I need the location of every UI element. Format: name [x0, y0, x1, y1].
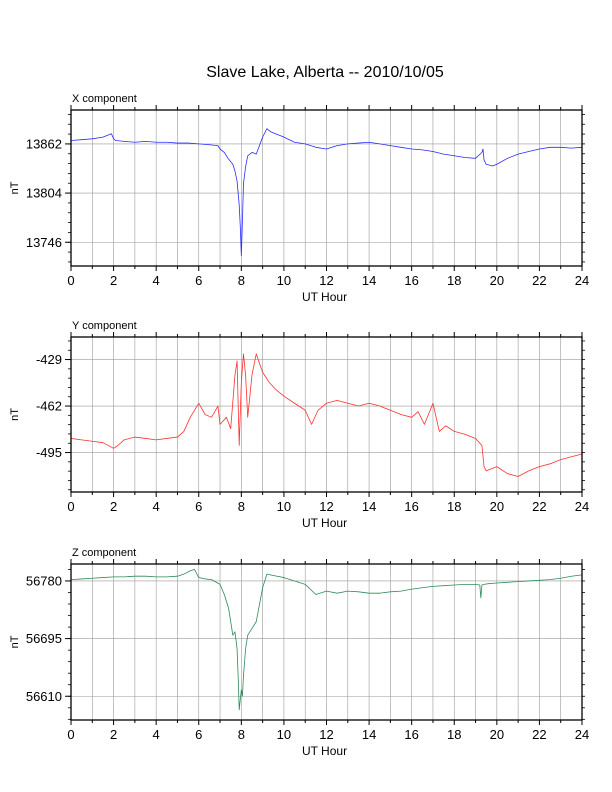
x-tick-label: 22	[532, 273, 546, 288]
y-tick-label: 13804	[26, 186, 62, 201]
data-series-line	[70, 569, 583, 711]
x-tick-label: 22	[532, 499, 546, 514]
panel-label: Y component	[72, 320, 137, 332]
x-tick-label: 6	[195, 273, 202, 288]
x-tick-label: 18	[447, 273, 461, 288]
x-tick-label: 4	[153, 273, 160, 288]
x-axis-label: UT Hour	[302, 290, 347, 304]
y-tick-label: 56695	[26, 631, 62, 646]
x-axis-label: UT Hour	[302, 744, 347, 758]
x-tick-label: 24	[575, 273, 589, 288]
x-tick-label: 12	[319, 273, 333, 288]
x-tick-label: 12	[319, 499, 333, 514]
x-tick-label: 6	[195, 499, 202, 514]
x-tick-label: 16	[404, 273, 418, 288]
x-tick-label: 0	[67, 499, 74, 514]
y-axis-label: nT	[9, 408, 21, 421]
x-tick-label: 8	[238, 273, 245, 288]
figure-title: Slave Lake, Alberta -- 2010/10/05	[206, 64, 444, 81]
x-tick-label: 20	[490, 499, 504, 514]
y-tick-label: 13746	[26, 235, 62, 250]
x-tick-label: 20	[490, 727, 504, 742]
panel-label: X component	[72, 93, 137, 105]
x-tick-label: 2	[110, 273, 117, 288]
x-tick-label: 10	[277, 727, 291, 742]
x-tick-label: 2	[110, 727, 117, 742]
y-tick-label: -495	[36, 445, 62, 460]
y-tick-label: -429	[36, 352, 62, 367]
x-tick-label: 2	[110, 499, 117, 514]
y-tick-label: 13862	[26, 136, 62, 151]
x-tick-label: 8	[238, 499, 245, 514]
data-series-line	[70, 128, 583, 257]
panel-label: Z component	[72, 547, 136, 559]
x-tick-label: 8	[238, 727, 245, 742]
x-tick-label: 18	[447, 727, 461, 742]
x-tick-label: 22	[532, 727, 546, 742]
x-tick-label: 6	[195, 727, 202, 742]
x-tick-label: 18	[447, 499, 461, 514]
data-series-line	[70, 353, 583, 477]
x-tick-label: 14	[362, 499, 376, 514]
x-tick-label: 4	[153, 499, 160, 514]
x-tick-label: 16	[404, 499, 418, 514]
x-tick-label: 10	[277, 273, 291, 288]
y-axis-label: nT	[9, 181, 21, 194]
x-tick-label: 20	[490, 273, 504, 288]
x-tick-label: 0	[67, 273, 74, 288]
x-tick-label: 24	[575, 727, 589, 742]
y-tick-label: -462	[36, 399, 62, 414]
x-tick-label: 14	[362, 727, 376, 742]
y-axis-label: nT	[9, 635, 21, 648]
x-tick-label: 12	[319, 727, 333, 742]
x-tick-label: 10	[277, 499, 291, 514]
y-tick-label: 56780	[26, 573, 62, 588]
x-tick-label: 16	[404, 727, 418, 742]
x-axis-label: UT Hour	[302, 516, 347, 530]
x-tick-label: 0	[67, 727, 74, 742]
y-tick-label: 56610	[26, 689, 62, 704]
x-tick-label: 14	[362, 273, 376, 288]
x-tick-label: 4	[153, 727, 160, 742]
x-tick-label: 24	[575, 499, 589, 514]
